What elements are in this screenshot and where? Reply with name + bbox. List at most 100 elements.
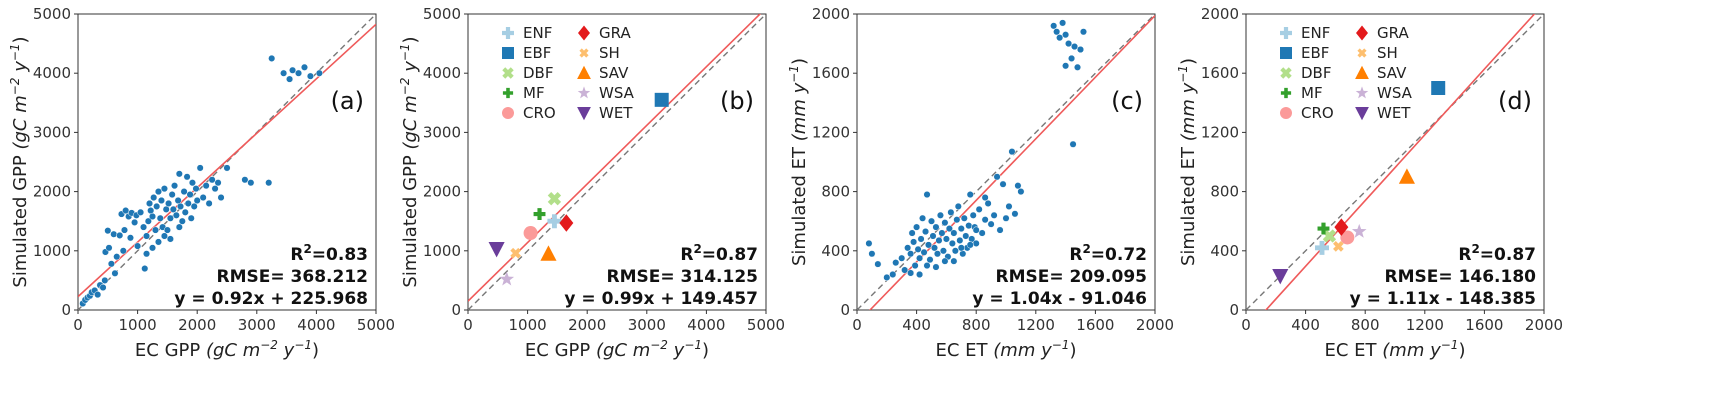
data-point: [196, 164, 204, 172]
points: [865, 19, 1088, 281]
data-point: [1050, 22, 1058, 30]
data-point: [1053, 28, 1061, 36]
y-axis-label-close: ): [400, 36, 421, 43]
y-tick-label: 2000: [423, 183, 461, 201]
point-ebf: [654, 92, 669, 107]
data-point: [929, 232, 937, 240]
x-axis-label-base: EC GPP: [525, 340, 596, 361]
legend-label: EBF: [523, 44, 551, 62]
x-axis-label-unit: (gC m: [206, 340, 260, 361]
x-tick-label: 400: [902, 316, 931, 334]
data-point: [131, 218, 139, 226]
data-point: [907, 250, 915, 258]
point-wet: [1272, 268, 1289, 285]
y-tick-label: 800: [821, 183, 850, 201]
x-axis-label-unit: (mm y: [993, 340, 1052, 361]
data-point: [930, 244, 939, 252]
data-point: [1065, 40, 1073, 48]
data-point: [1017, 188, 1025, 196]
data-point: [166, 235, 174, 243]
data-point: [960, 214, 968, 222]
legend-marker-wsa: [577, 86, 591, 99]
x-tick-label: 5000: [357, 316, 395, 334]
data-point: [160, 185, 168, 193]
legend-label: WSA: [1377, 84, 1413, 102]
point-dbf: [547, 192, 562, 206]
points: [79, 54, 323, 308]
x-axis-label: EC GPP (gC m−2 y−1): [135, 338, 319, 361]
r-squared-label: R: [1458, 245, 1471, 265]
y-axis-label-unit-2: y: [10, 61, 31, 78]
legend-label: SH: [599, 44, 620, 62]
point-wsa: [499, 271, 515, 286]
point-gra: [559, 214, 574, 232]
point-enf: [547, 214, 562, 229]
data-point: [993, 173, 1001, 181]
data-point: [898, 254, 906, 262]
data-point: [154, 238, 163, 246]
data-point: [119, 247, 127, 255]
data-point: [932, 223, 940, 231]
data-point: [223, 164, 231, 172]
y-axis-label-close: ): [10, 36, 31, 43]
legend-label: DBF: [523, 64, 553, 82]
data-point: [920, 248, 928, 256]
x-tick-label: 5000: [747, 316, 785, 334]
legend-label: MF: [1301, 84, 1323, 102]
legend-marker-sav: [1355, 65, 1369, 79]
panel-b: 0 1000 2000 3000 4000 5000 0 1000 2000 3000 4000 50…: [398, 5, 785, 361]
data-point: [153, 202, 161, 210]
data-point: [163, 226, 171, 234]
y-axis-label-base: Simulated GPP: [10, 150, 31, 288]
data-point: [966, 241, 974, 249]
data-point: [150, 193, 158, 202]
data-point: [1073, 63, 1082, 71]
data-point: [120, 226, 129, 234]
legend-label: WSA: [599, 84, 635, 102]
data-point: [987, 220, 995, 228]
y-axis-label-exp-2: −1: [398, 43, 412, 61]
data-point: [1008, 148, 1016, 156]
point-gra: [1334, 218, 1349, 236]
one-to-one-line: [78, 14, 376, 310]
legend-marker-ebf: [1280, 47, 1292, 59]
point-mf: [1317, 222, 1330, 235]
r-squared: R2=0.83: [290, 242, 368, 265]
legend-marker-dbf: [502, 67, 514, 79]
data-point: [923, 262, 931, 270]
data-point: [300, 63, 309, 71]
x-tick-label: 0: [73, 316, 83, 334]
x-tick-label: 400: [1291, 316, 1320, 334]
one-to-one-line: [468, 14, 766, 310]
x-axis-label-base: EC ET: [1325, 340, 1383, 361]
data-point: [966, 191, 974, 199]
legend-label: DBF: [1301, 64, 1331, 82]
data-point: [919, 214, 927, 222]
legend-marker-cro: [502, 107, 514, 119]
data-point: [939, 247, 947, 255]
data-point: [162, 205, 170, 213]
y-tick-label: 1600: [812, 64, 850, 82]
data-point: [932, 263, 940, 271]
fit-equation: y = 0.92x + 225.968: [174, 289, 368, 309]
x-axis-label: EC ET (mm y−1): [936, 338, 1077, 361]
data-point: [1069, 140, 1077, 148]
data-point: [923, 191, 931, 199]
y-tick-label: 0: [61, 301, 71, 319]
x-tick-label: 1000: [119, 316, 157, 334]
data-point: [148, 212, 157, 221]
data-point: [957, 225, 965, 233]
data-point: [175, 170, 183, 178]
data-point: [148, 244, 157, 252]
r-squared-value: =0.87: [702, 245, 758, 265]
point-cro: [1340, 230, 1355, 245]
y-axis-label: Simulated GPP (gC m−2 y−1): [398, 36, 421, 287]
data-point: [168, 191, 176, 199]
legend-label: WET: [599, 104, 633, 122]
panel-a: 0 1000 2000 3000 4000 5000 0 1000 2000 3000 4000 50…: [8, 5, 395, 361]
data-point: [154, 188, 163, 196]
data-point: [280, 69, 288, 77]
data-point: [950, 229, 958, 237]
data-point: [947, 208, 955, 216]
x-tick-label: 0: [852, 316, 862, 334]
